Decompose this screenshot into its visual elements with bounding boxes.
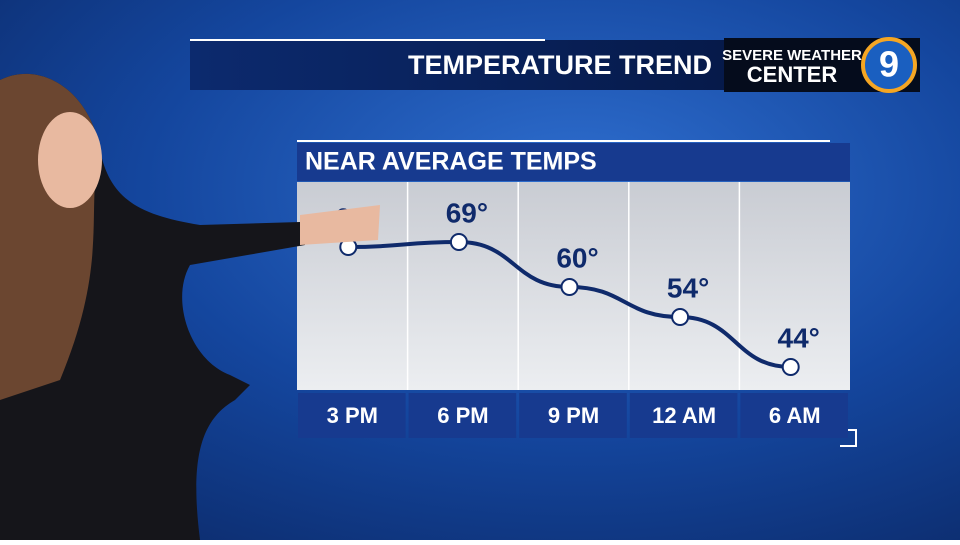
data-point: [560, 278, 579, 296]
banner-title: TEMPERATURE TREND: [408, 50, 712, 80]
category-cell: [298, 393, 406, 438]
presenter-hand: [300, 205, 380, 245]
presenter-face: [38, 112, 102, 208]
x-tick-label: 6 AM: [769, 403, 821, 428]
category-cell: [519, 393, 627, 438]
logo-line2: CENTER: [747, 62, 838, 87]
value-label: 60°: [556, 242, 598, 273]
logo-circle: [861, 37, 917, 93]
value-label: 54°: [667, 272, 709, 303]
chart-title: NEAR AVERAGE TEMPS: [305, 148, 597, 176]
logo-line1: SEVERE WEATHER: [722, 47, 862, 64]
x-tick-label: 9 PM: [548, 403, 599, 428]
category-cell: [408, 393, 517, 438]
value-label: 69°: [446, 197, 488, 228]
category-cell: [629, 393, 738, 438]
logo-number: 9: [879, 44, 899, 85]
data-point: [671, 308, 690, 326]
x-tick-label: 3 PM: [327, 403, 378, 428]
x-tick-label: 12 AM: [652, 403, 716, 428]
x-tick-label: 6 PM: [437, 403, 488, 428]
title-banner: [190, 40, 725, 90]
value-label: 44°: [778, 322, 820, 353]
category-cell: [740, 393, 848, 438]
data-point: [449, 233, 468, 251]
chart-title-bar: [297, 143, 850, 181]
data-point: [781, 358, 800, 376]
